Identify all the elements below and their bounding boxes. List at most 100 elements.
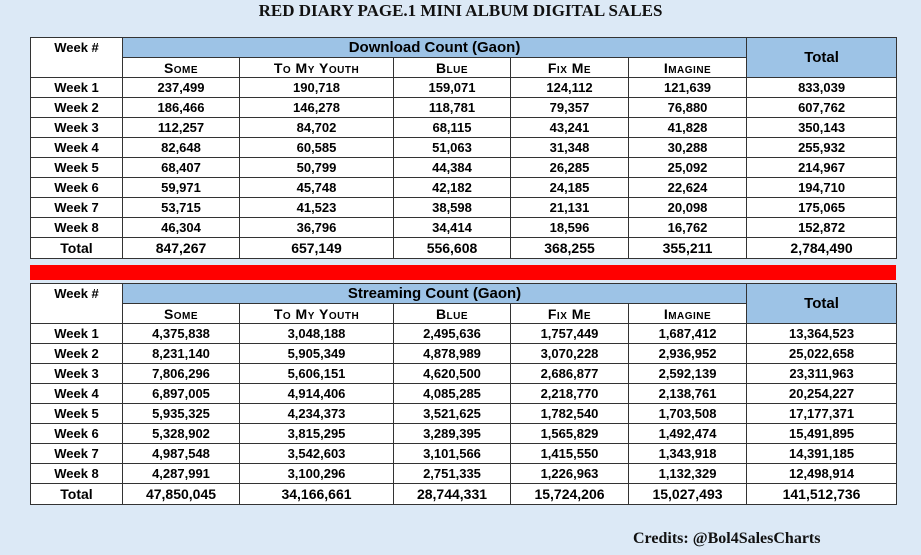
value-cell: 1,687,412 (627, 323, 748, 344)
song-header: To My Youth (239, 303, 394, 324)
value-cell: 6,897,005 (122, 383, 240, 404)
grand-total-sum: 141,512,736 (746, 483, 898, 505)
value-cell: 5,935,325 (122, 403, 240, 424)
value-cell: 159,071 (393, 77, 511, 98)
download-rows: Week 1 237,499 190,718 159,071 124,112 121,63… (30, 77, 898, 238)
week-label: Week 2 (30, 343, 123, 364)
value-cell: 79,357 (510, 97, 629, 118)
value-cell: 22,624 (627, 177, 748, 198)
song-header: Blue (393, 303, 511, 324)
grand-total-cell: 556,608 (393, 237, 511, 259)
table-row: Week 4 82,648 60,585 51,063 31,348 30,288 255,… (30, 137, 898, 158)
grand-total-cell: 15,724,206 (510, 483, 629, 505)
value-cell: 16,762 (627, 217, 748, 238)
value-cell: 3,048,188 (239, 323, 394, 344)
song-header: Fix Me (510, 57, 629, 78)
row-total: 25,022,658 (746, 343, 898, 364)
value-cell: 118,781 (393, 97, 511, 118)
value-cell: 4,287,991 (122, 463, 240, 484)
value-cell: 82,648 (122, 137, 240, 158)
song-header: Blue (393, 57, 511, 78)
download-song-row: Some To My Youth Blue Fix Me Imagine (31, 57, 897, 78)
value-cell: 46,304 (122, 217, 240, 238)
week-label: Week 6 (30, 423, 123, 444)
week-label: Week 2 (30, 97, 123, 118)
value-cell: 59,971 (122, 177, 240, 198)
table-row: Week 5 68,407 50,799 44,384 26,285 25,092 214,… (30, 157, 898, 178)
value-cell: 68,407 (122, 157, 240, 178)
table-row: Week 7 53,715 41,523 38,598 21,131 20,098 175,… (30, 197, 898, 218)
row-total: 12,498,914 (746, 463, 898, 484)
value-cell: 7,806,296 (122, 363, 240, 384)
streaming-total-header: Total (746, 283, 898, 324)
week-label: Week 8 (30, 463, 123, 484)
song-header: Some (122, 57, 240, 78)
song-header: Imagine (627, 303, 748, 324)
value-cell: 1,132,329 (627, 463, 748, 484)
row-total: 15,491,895 (746, 423, 898, 444)
grand-total-cell: 355,211 (627, 237, 748, 259)
value-cell: 53,715 (122, 197, 240, 218)
table-row: Week 3 112,257 84,702 68,115 43,241 41,828 350… (30, 117, 898, 138)
row-total: 194,710 (746, 177, 898, 198)
week-label: Week 5 (30, 403, 123, 424)
streaming-table: Week # Streaming Count (Gaon) Total Some… (30, 283, 898, 505)
table-row: Week 7 4,987,548 3,542,603 3,101,566 1,415,5… (30, 443, 898, 464)
value-cell: 1,343,918 (627, 443, 748, 464)
value-cell: 3,100,296 (239, 463, 394, 484)
table-row: Week 6 59,971 45,748 42,182 24,185 22,624 194,… (30, 177, 898, 198)
row-total: 607,762 (746, 97, 898, 118)
value-cell: 4,914,406 (239, 383, 394, 404)
value-cell: 51,063 (393, 137, 511, 158)
value-cell: 1,703,508 (627, 403, 748, 424)
row-total: 20,254,227 (746, 383, 898, 404)
value-cell: 2,138,761 (627, 383, 748, 404)
value-cell: 124,112 (510, 77, 629, 98)
value-cell: 3,070,228 (510, 343, 629, 364)
value-cell: 1,782,540 (510, 403, 629, 424)
table-row: Week 4 6,897,005 4,914,406 4,085,285 2,218,7… (30, 383, 898, 404)
value-cell: 2,495,636 (393, 323, 511, 344)
value-cell: 45,748 (239, 177, 394, 198)
value-cell: 2,686,877 (510, 363, 629, 384)
value-cell: 36,796 (239, 217, 394, 238)
grand-total-cell: 34,166,661 (239, 483, 394, 505)
grand-total-label: Total (30, 483, 123, 505)
week-label: Week 3 (30, 117, 123, 138)
download-header-row: Week # Download Count (Gaon) Total (30, 37, 898, 78)
value-cell: 4,375,838 (122, 323, 240, 344)
table-row: Week 1 4,375,838 3,048,188 2,495,636 1,757,4… (30, 323, 898, 344)
week-label: Week 4 (30, 383, 123, 404)
value-cell: 26,285 (510, 157, 629, 178)
download-total-header: Total (746, 37, 898, 78)
value-cell: 43,241 (510, 117, 629, 138)
row-total: 23,311,963 (746, 363, 898, 384)
week-label: Week 4 (30, 137, 123, 158)
week-label: Week 7 (30, 443, 123, 464)
value-cell: 8,231,140 (122, 343, 240, 364)
value-cell: 1,565,829 (510, 423, 629, 444)
value-cell: 3,815,295 (239, 423, 394, 444)
table-row: Week 8 46,304 36,796 34,414 18,596 16,762 152,… (30, 217, 898, 238)
value-cell: 146,278 (239, 97, 394, 118)
grand-total-cell: 28,744,331 (393, 483, 511, 505)
week-label: Week 1 (30, 77, 123, 98)
value-cell: 5,606,151 (239, 363, 394, 384)
value-cell: 112,257 (122, 117, 240, 138)
song-header: To My Youth (239, 57, 394, 78)
table-row: Week 1 237,499 190,718 159,071 124,112 121,63… (30, 77, 898, 98)
value-cell: 76,880 (627, 97, 748, 118)
value-cell: 31,348 (510, 137, 629, 158)
value-cell: 34,414 (393, 217, 511, 238)
value-cell: 4,085,285 (393, 383, 511, 404)
grand-total-label: Total (30, 237, 123, 259)
week-label: Week 5 (30, 157, 123, 178)
value-cell: 3,521,625 (393, 403, 511, 424)
grand-total-cell: 47,850,045 (122, 483, 240, 505)
week-label: Week 8 (30, 217, 123, 238)
song-header: Some (122, 303, 240, 324)
row-total: 13,364,523 (746, 323, 898, 344)
value-cell: 30,288 (627, 137, 748, 158)
value-cell: 3,542,603 (239, 443, 394, 464)
row-total: 833,039 (746, 77, 898, 98)
